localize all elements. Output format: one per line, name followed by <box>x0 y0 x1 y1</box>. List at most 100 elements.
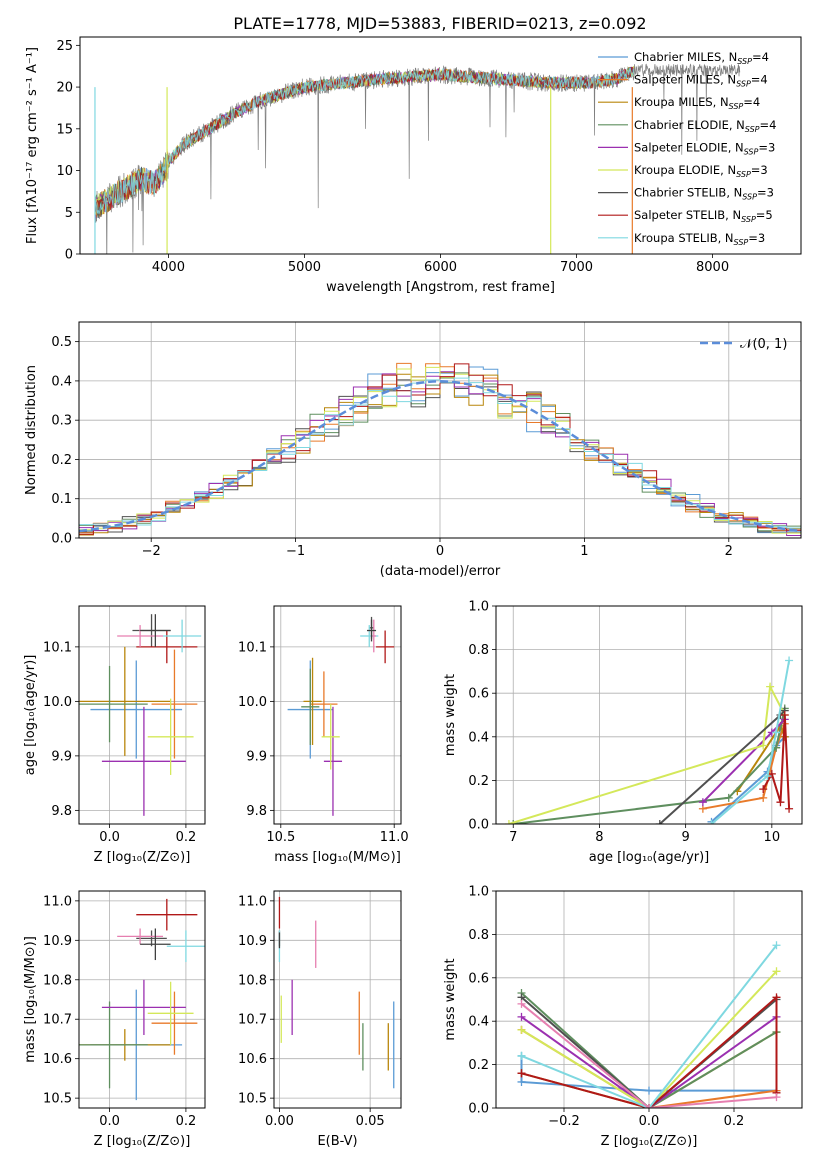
x-tick-label: 8 <box>595 830 603 845</box>
weight-line <box>659 709 786 824</box>
y-tick-label: 0.8 <box>468 928 489 943</box>
panel-mass_vs_ebv: 0.00 0.05 10.5 10.6 10.7 10.8 10.9 11.0 E(B-V) <box>238 890 402 1149</box>
x-tick-label: 0.2 <box>176 830 197 845</box>
y-tick-label: 0.2 <box>468 1058 489 1073</box>
axes-frame <box>495 605 803 825</box>
y-tick-label: 0.3 <box>51 414 72 429</box>
axes-frame <box>78 321 802 539</box>
legend-n-value: =5 <box>756 208 773 222</box>
weight-marker <box>759 741 768 750</box>
y-tick-label: 10.9 <box>238 934 267 949</box>
legend-subscript: SSP <box>736 80 751 89</box>
x-tick-label: 0.0 <box>99 1114 120 1129</box>
x-tick-label: 0.0 <box>639 1114 660 1129</box>
histogram-series <box>79 377 801 529</box>
x-tick-label: 8000 <box>696 260 729 275</box>
weight-line <box>520 996 778 1108</box>
axes-frame <box>78 605 206 825</box>
weight-marker <box>759 785 768 794</box>
weight-marker <box>785 804 794 813</box>
legend-subscript: SSP <box>729 102 744 111</box>
x-axis-label: wavelength [Angstrom, rest frame] <box>326 280 555 295</box>
y-tick-label: 10.8 <box>238 973 267 988</box>
x-axis-label: Z [log₁₀(Z/Z⊙)] <box>601 1134 698 1149</box>
x-axis-label: E(B-V) <box>317 1134 357 1149</box>
weight-marker <box>517 1051 526 1060</box>
weight-line <box>521 995 778 1108</box>
plot-area <box>79 362 801 536</box>
legend-label-text: Kroupa ELODIE, N <box>634 163 736 177</box>
legend-label: Salpeter ELODIE, NSSP=3 <box>634 140 775 156</box>
weight-marker <box>517 1077 526 1086</box>
y-tick-label: 20 <box>56 81 73 96</box>
legend-label: Salpeter MILES, NSSP=4 <box>634 73 768 89</box>
weight-marker <box>707 820 716 824</box>
x-tick-label: 10.5 <box>266 830 295 845</box>
legend-n-value: =4 <box>760 118 777 132</box>
weight-line <box>521 944 778 1108</box>
plot-area <box>517 941 781 1108</box>
x-axis-label: age [log₁₀(age/yr)] <box>589 850 710 865</box>
weight-marker <box>645 1086 653 1095</box>
y-tick-label: 0.2 <box>468 774 489 789</box>
weight-line <box>710 660 791 824</box>
y-tick-label: 0.0 <box>51 532 72 547</box>
x-tick-label: 11.0 <box>380 830 409 845</box>
weight-line <box>520 1055 777 1092</box>
legend-n-value: =4 <box>751 73 768 87</box>
x-axis-label: Z [log₁₀(Z/Z⊙)] <box>94 850 191 865</box>
axes-frame <box>78 890 206 1109</box>
x-tick-label: 0.2 <box>724 1114 745 1129</box>
x-axis-label: mass [log₁₀(M/M⊙)] <box>274 850 401 865</box>
y-tick-label: 9.8 <box>51 804 72 819</box>
y-tick-label: 10 <box>56 164 73 179</box>
weight-line <box>520 992 778 1108</box>
y-tick-label: 10.0 <box>43 695 72 710</box>
spectrum-model-line <box>94 68 635 218</box>
legend-n-value: =4 <box>743 95 760 109</box>
weight-marker <box>655 820 664 824</box>
y-tick-label: 1.0 <box>468 600 489 615</box>
legend-label-text: Chabrier STELIB, N <box>634 186 742 200</box>
panel-age_vs_Z: 0.0 0.2 9.8 9.9 10.0 10.1 Z [log₁₀(Z/Z⊙)] age [… <box>23 605 206 865</box>
weight-marker <box>517 1025 526 1034</box>
panel-spectrum: 4000 5000 6000 7000 8000 0 5 10 15 20 25 wavelength… <box>25 36 802 295</box>
spectrum-model-line <box>94 66 635 219</box>
weight-marker <box>504 820 513 824</box>
x-tick-label: 6000 <box>424 260 457 275</box>
y-tick-label: 10.6 <box>43 1052 72 1067</box>
legend-label-text: Kroupa MILES, N <box>634 95 729 109</box>
x-tick-label: 7 <box>509 830 517 845</box>
y-tick-label: 10.1 <box>43 640 72 655</box>
weight-line <box>513 708 786 824</box>
y-tick-label: 0.0 <box>468 818 489 833</box>
axes-frame <box>79 36 802 255</box>
x-tick-label: 0.00 <box>265 1114 294 1129</box>
y-tick-label: 10.8 <box>43 973 72 988</box>
panel-mass_vs_Z: 0.0 0.2 10.5 10.6 10.7 10.8 10.9 11.0 Z [log₁₀(Z… <box>23 890 206 1149</box>
axes-frame <box>495 890 803 1109</box>
weight-line <box>702 723 786 810</box>
x-tick-label: −2 <box>142 544 161 559</box>
y-tick-label: 10.0 <box>238 695 267 710</box>
spectrum-model-line <box>94 67 635 215</box>
legend-n-value: =3 <box>758 140 775 154</box>
y-axis-label: Normed distribution <box>24 365 39 495</box>
legend-label-text: Chabrier ELODIE, N <box>634 118 745 132</box>
y-axis-label: age [log₁₀(age/yr)] <box>23 655 38 776</box>
legend-subscript: SSP <box>744 147 759 156</box>
chart-title: PLATE=1778, MJD=53883, FIBERID=0213, z=0… <box>233 14 646 33</box>
x-tick-label: 1 <box>580 544 588 559</box>
y-tick-label: 0.0 <box>468 1102 489 1117</box>
x-tick-label: 7000 <box>560 260 593 275</box>
weight-marker <box>645 1104 653 1108</box>
plot-area <box>79 614 202 816</box>
axes-frame <box>273 890 402 1109</box>
legend-label: Kroupa ELODIE, NSSP=3 <box>634 163 768 179</box>
y-tick-label: 0 <box>65 248 73 263</box>
legend-label: Chabrier ELODIE, NSSP=4 <box>634 118 776 134</box>
x-tick-label: 0.05 <box>356 1114 385 1129</box>
x-tick-label: 10 <box>764 830 781 845</box>
weight-marker <box>776 798 785 807</box>
